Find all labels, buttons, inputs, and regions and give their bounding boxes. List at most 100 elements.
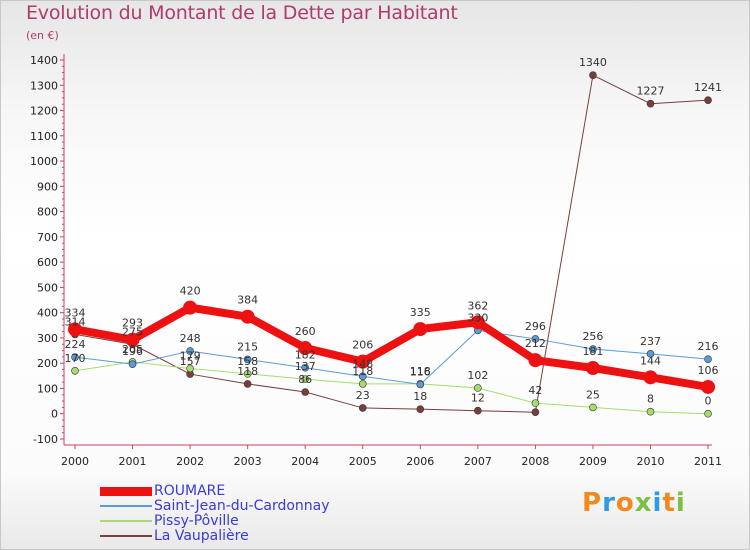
data-label: 260 [295,325,316,338]
data-label: 1241 [694,81,722,94]
data-label: 296 [525,320,546,333]
data-label: 335 [410,306,431,319]
data-label: 8 [647,393,654,406]
data-label: 334 [65,306,86,319]
data-point [301,363,310,372]
data-point [470,315,485,330]
data-label: 293 [122,317,143,330]
data-label: 116 [410,365,431,378]
data-point [186,347,194,355]
x-tick-label: 2001 [119,455,147,468]
data-point [301,388,310,396]
y-tick-label: 0 [51,408,58,421]
data-point [646,407,655,416]
y-tick-label: 700 [37,231,58,244]
data-point [301,375,310,383]
series-line-1 [74,329,709,385]
data-label: 148 [352,357,373,370]
series-line-2 [74,361,709,415]
logo-letter: t [662,488,676,518]
logo-letter: r [602,488,616,518]
x-tick-label: 2009 [579,455,607,468]
data-label: 86 [298,373,312,386]
data-point [589,403,597,412]
data-label: 144 [640,354,661,367]
data-point [646,99,655,108]
data-point [646,350,655,358]
data-label: 0 [705,395,712,408]
data-label: 196 [122,345,143,358]
data-label: 170 [65,352,86,365]
value-labels: 3342934203842602063353622121811441062241… [65,56,723,408]
logo-letter: x [634,488,653,518]
y-tick-label: 500 [37,281,58,294]
x-tick-label: 2011 [694,455,722,468]
x-tick-label: 2002 [176,455,204,468]
data-label: 157 [180,355,201,368]
y-tick-label: 300 [37,332,58,345]
logo-letter: i [652,488,663,518]
axes: -100 0 100 200 300 400 500 600 700 800 900 1000 1100… [30,54,722,468]
data-point [585,361,600,376]
legend-swatch [100,505,152,507]
data-label: 158 [237,355,258,368]
data-label: 237 [640,335,661,348]
y-tick-label: 400 [37,307,58,320]
data-point [701,379,716,394]
x-tick-label: 2005 [349,455,377,468]
data-label: 205 [122,343,143,356]
data-label: 179 [180,350,201,363]
y-tick-label: 200 [37,357,58,370]
logo-letter: i [675,488,686,518]
data-point [71,353,79,361]
y-tick-label: -100 [33,433,58,446]
data-point [589,345,597,353]
data-point [243,370,252,378]
legend-swatch [100,520,152,522]
data-label: 314 [65,315,86,328]
data-point [528,353,543,368]
x-tick-label: 2008 [521,455,549,468]
series-line-3 [74,74,709,413]
logo-letter: P [582,488,603,518]
data-label: 12 [471,392,485,405]
data-point [183,300,198,315]
data-label: 182 [295,349,316,362]
data-label: 420 [180,285,201,298]
data-point [298,341,313,356]
data-label: 23 [356,389,370,402]
y-tick-label: 1100 [30,130,58,143]
x-tick-label: 2003 [234,455,262,468]
x-tick-label: 2010 [637,455,665,468]
y-tick-label: 1000 [30,155,58,168]
data-label: 275 [122,325,143,338]
data-label: 18 [413,390,427,403]
data-label: 216 [698,340,719,353]
data-label: 106 [698,364,719,377]
y-tick-label: 1200 [30,105,58,118]
legend-label: Saint-Jean-du-Cardonnay [154,498,330,514]
data-label: 362 [467,299,488,312]
data-point [358,404,367,412]
data-label: 137 [295,360,316,373]
data-label: 1227 [637,85,665,98]
data-label: 1340 [579,56,607,69]
legend-label: ROUMARE [154,483,226,499]
data-point [125,332,140,347]
chart-subtitle: (en €) [26,29,59,42]
data-label: 118 [237,365,258,378]
data-label: 256 [582,330,603,343]
x-tick-label: 2004 [291,455,319,468]
y-tick-label: 900 [37,180,58,193]
data-point [474,406,482,415]
data-point [704,409,712,418]
data-point [531,399,540,407]
data-label: 181 [582,345,603,358]
logo-letter: o [615,488,635,518]
chart-title: Evolution du Montant de la Dette par Hab… [26,2,458,24]
data-point [589,71,597,79]
data-label: 330 [467,311,488,324]
data-label: 42 [528,384,542,397]
y-tick-label: 800 [37,206,58,219]
